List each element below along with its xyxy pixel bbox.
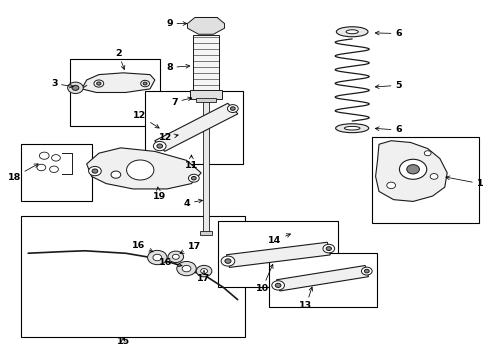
Circle shape (39, 152, 49, 159)
Text: 18: 18 (7, 164, 38, 182)
Ellipse shape (336, 27, 368, 37)
Circle shape (272, 281, 285, 290)
Circle shape (326, 247, 331, 251)
Circle shape (201, 269, 207, 274)
Circle shape (424, 151, 431, 156)
Circle shape (92, 169, 98, 173)
Text: 17: 17 (197, 271, 210, 283)
Bar (203, 102, 209, 234)
Circle shape (225, 259, 231, 263)
Circle shape (365, 269, 369, 273)
Circle shape (323, 244, 335, 253)
Circle shape (126, 160, 154, 180)
Circle shape (362, 267, 372, 275)
Circle shape (275, 283, 281, 288)
Text: 13: 13 (299, 287, 313, 310)
Circle shape (230, 107, 235, 110)
Polygon shape (188, 18, 224, 34)
Circle shape (111, 171, 121, 178)
Bar (21, 216, 245, 337)
Circle shape (153, 141, 166, 151)
Circle shape (94, 80, 104, 87)
Text: 10: 10 (255, 264, 273, 293)
Bar (218, 221, 338, 287)
Text: 4: 4 (184, 199, 202, 208)
Polygon shape (276, 266, 368, 291)
Circle shape (168, 251, 184, 262)
Bar (145, 91, 243, 164)
Polygon shape (87, 148, 201, 189)
Text: 5: 5 (375, 81, 402, 90)
Circle shape (192, 176, 196, 180)
Ellipse shape (344, 126, 360, 130)
Text: 3: 3 (51, 79, 74, 88)
Text: 16: 16 (132, 241, 153, 252)
Text: 2: 2 (115, 49, 125, 69)
Text: 7: 7 (171, 97, 192, 107)
Text: 16: 16 (159, 258, 182, 267)
Circle shape (97, 82, 101, 85)
Bar (191, 90, 221, 99)
Circle shape (430, 174, 438, 179)
Text: 12: 12 (133, 111, 159, 128)
Circle shape (172, 254, 179, 259)
Bar (196, 98, 216, 102)
Circle shape (49, 166, 58, 172)
Circle shape (147, 250, 167, 265)
Text: 15: 15 (117, 337, 130, 346)
Circle shape (182, 265, 191, 272)
Text: 6: 6 (375, 29, 402, 38)
Text: 17: 17 (180, 242, 201, 253)
Circle shape (153, 254, 162, 261)
Ellipse shape (336, 124, 369, 133)
Circle shape (177, 261, 196, 276)
Text: 14: 14 (269, 234, 291, 245)
Text: 11: 11 (185, 155, 198, 170)
Text: 1: 1 (446, 176, 483, 188)
Polygon shape (82, 73, 155, 93)
Circle shape (72, 85, 79, 90)
Text: 19: 19 (152, 187, 166, 201)
Circle shape (37, 164, 46, 171)
Bar (21, 144, 92, 202)
Text: 6: 6 (375, 126, 402, 135)
Polygon shape (155, 103, 238, 151)
Circle shape (196, 265, 212, 277)
Bar (270, 253, 376, 307)
Circle shape (157, 144, 163, 148)
Circle shape (221, 256, 235, 266)
Circle shape (399, 159, 427, 179)
Bar (70, 59, 160, 126)
Text: 8: 8 (166, 63, 190, 72)
Circle shape (141, 80, 149, 87)
Circle shape (143, 82, 147, 85)
Polygon shape (226, 242, 330, 267)
Circle shape (189, 174, 199, 182)
Circle shape (407, 165, 419, 174)
Bar (194, 35, 219, 93)
Text: 9: 9 (166, 19, 187, 28)
Circle shape (227, 105, 238, 112)
Circle shape (51, 155, 60, 161)
Circle shape (387, 182, 395, 189)
Polygon shape (375, 141, 447, 202)
Circle shape (89, 166, 101, 176)
Circle shape (68, 82, 83, 94)
Bar (372, 137, 479, 223)
Ellipse shape (346, 30, 358, 34)
Text: 12: 12 (159, 133, 178, 142)
Bar (200, 231, 212, 235)
